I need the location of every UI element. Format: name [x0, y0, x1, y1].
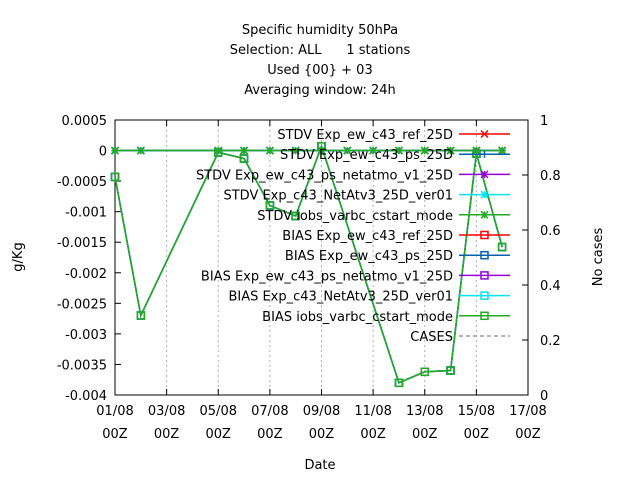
x-tick-label: 05/08 [200, 404, 237, 419]
x-tick-label: 00Z [206, 427, 232, 442]
chart-title: Specific humidity 50hPa Selection: ALL 1… [230, 23, 411, 98]
title-line-2: Selection: ALL 1 stations [230, 43, 411, 58]
x-tick-label: 07/08 [251, 404, 288, 419]
x-tick-label: 01/08 [96, 404, 133, 419]
legend-label-cases: CASES [410, 330, 453, 345]
data-point-stdv-iobs-varbc-cstart-mode [110, 146, 120, 155]
data-point-bias-iobs-varbc-cstart-mode [317, 142, 326, 151]
legend-label-stdv-exp-c43-netatv3-25d-ver01: STDV Exp_c43_NetAtv3_25D_ver01 [223, 189, 453, 204]
legend-label-bias-exp-c43-netatv3-25d-ver01: BIAS Exp_c43_NetAtv3_25D_ver01 [228, 290, 453, 305]
y-axis-label: g/Kg [11, 242, 26, 271]
title-line-3: Used {00} + 03 [267, 63, 372, 78]
data-point-bias-iobs-varbc-cstart-mode [497, 242, 507, 252]
legend-marker-bias-iobs-varbc-cstart-mode [480, 311, 489, 321]
legend-marker-stdv-exp-c43-netatv3-25d-ver01 [480, 190, 489, 199]
legend-marker-stdv-exp-ew-c43-ps-netatmo-v1-25d [480, 170, 489, 179]
legend-label-stdv-exp-ew-c43-ps-netatmo-v1-25d: STDV Exp_ew_c43_ps_netatmo_v1_25D [196, 168, 453, 183]
data-point-bias-iobs-varbc-cstart-mode [239, 154, 249, 163]
legend-label-bias-exp-ew-c43-ref-25d: BIAS Exp_ew_c43_ref_25D [282, 229, 453, 244]
y-tick-label: -0.003 [65, 328, 107, 343]
y2-tick-label: 0.6 [540, 224, 561, 239]
legend-label-stdv-iobs-varbc-cstart-mode: STDV iobs_varbc_cstart_mode [257, 209, 453, 224]
legend-marker-stdv-iobs-varbc-cstart-mode [480, 210, 489, 219]
x-tick-label: 00Z [412, 427, 438, 442]
legend-label-bias-exp-ew-c43-ps-netatmo-v1-25d: BIAS Exp_ew_c43_ps_netatmo_v1_25D [201, 269, 453, 284]
x-tick-label: 00Z [257, 427, 283, 442]
data-point-stdv-iobs-varbc-cstart-mode [240, 146, 249, 155]
x-axis-label: Date [304, 458, 335, 473]
y2-tick-label: 0.4 [540, 279, 561, 294]
data-point-bias-iobs-varbc-cstart-mode [214, 148, 223, 157]
legend-marker-bias-exp-ew-c43-ps-netatmo-v1-25d [480, 271, 489, 280]
legend-label-bias-exp-ew-c43-ps-25d: BIAS Exp_ew_c43_ps_25D [285, 249, 453, 264]
data-point-stdv-iobs-varbc-cstart-mode [498, 146, 507, 155]
series-line-bias-iobs-varbc-cstart-mode [114, 144, 503, 384]
legend-label-bias-iobs-varbc-cstart-mode: BIAS iobs_varbc_cstart_mode [262, 310, 453, 325]
y2-tick-label: 0.2 [540, 334, 561, 349]
x-tick-label: 03/08 [148, 404, 185, 419]
x-tick-label: 00Z [464, 427, 490, 442]
y-tick-label: -0.0005 [57, 175, 107, 190]
legend-marker-bias-exp-ew-c43-ref-25d [480, 230, 489, 240]
legend-marker-bias-exp-ew-c43-ps-25d [480, 250, 489, 260]
data-point-stdv-iobs-varbc-cstart-mode [394, 146, 403, 155]
y-tick-label: 0 [99, 145, 107, 160]
y2-tick-label: 1 [540, 114, 548, 129]
x-tick-label: 00Z [309, 427, 335, 442]
y-tick-label: -0.002 [65, 267, 107, 282]
legend: STDV Exp_ew_c43_ref_25D STDV Exp_ew_c43_p… [196, 128, 510, 345]
legend-label-stdv-exp-ew-c43-ref-25d: STDV Exp_ew_c43_ref_25D [277, 128, 453, 143]
data-point-stdv-iobs-varbc-cstart-mode [446, 146, 455, 155]
plot-series [110, 142, 507, 388]
x-tick-label: 13/08 [406, 404, 443, 419]
axes: 0.0005 0 -0.0005 -0.001 -0.0015 -0.002 -0.0025… [57, 114, 561, 442]
data-point-stdv-iobs-varbc-cstart-mode [343, 146, 352, 155]
y-tick-label: -0.004 [65, 389, 107, 404]
x-tick-label: 00Z [154, 427, 180, 442]
grid [166, 120, 477, 395]
x-tick-label: 00Z [360, 427, 386, 442]
data-point-bias-iobs-varbc-cstart-mode [265, 201, 275, 210]
y-tick-label: -0.0015 [57, 236, 107, 251]
data-point-stdv-iobs-varbc-cstart-mode [369, 146, 378, 155]
data-point-bias-iobs-varbc-cstart-mode [136, 311, 146, 320]
legend-label-stdv-exp-ew-c43-ps-25d: STDV Exp_ew_c43_ps_25D [280, 148, 453, 163]
data-point-bias-iobs-varbc-cstart-mode [420, 367, 429, 377]
x-tick-label: 09/08 [303, 404, 340, 419]
x-tick-label: 15/08 [458, 404, 495, 419]
data-point-stdv-iobs-varbc-cstart-mode [265, 146, 274, 155]
data-point-stdv-iobs-varbc-cstart-mode [420, 146, 429, 155]
y-tick-label: -0.0025 [57, 297, 107, 312]
legend-marker-bias-exp-c43-netatv3-25d-ver01 [480, 291, 489, 300]
x-tick-label: 11/08 [354, 404, 391, 419]
data-point-bias-iobs-varbc-cstart-mode [110, 172, 120, 182]
x-tick-label: 17/08 [509, 404, 546, 419]
title-line-1: Specific humidity 50hPa [242, 23, 398, 38]
y-tick-label: 0.0005 [62, 114, 108, 129]
data-point-stdv-iobs-varbc-cstart-mode [136, 146, 145, 155]
data-point-stdv-iobs-varbc-cstart-mode [291, 146, 300, 155]
legend-marker-stdv-exp-ew-c43-ps-25d [481, 150, 488, 158]
y2-axis-label: No cases [591, 228, 606, 287]
x-tick-label: 00Z [102, 427, 128, 442]
data-point-bias-iobs-varbc-cstart-mode [291, 211, 300, 221]
y2-tick-label: 0 [540, 389, 548, 404]
data-point-bias-iobs-varbc-cstart-mode [446, 366, 455, 375]
data-point-bias-iobs-varbc-cstart-mode [394, 378, 404, 388]
y2-tick-label: 0.8 [540, 169, 561, 184]
y-tick-label: -0.001 [65, 206, 107, 221]
x-tick-label: 00Z [515, 427, 541, 442]
y-tick-label: -0.0035 [57, 358, 107, 373]
title-line-4: Averaging window: 24h [244, 83, 396, 98]
legend-marker-stdv-exp-ew-c43-ref-25d [480, 129, 489, 139]
